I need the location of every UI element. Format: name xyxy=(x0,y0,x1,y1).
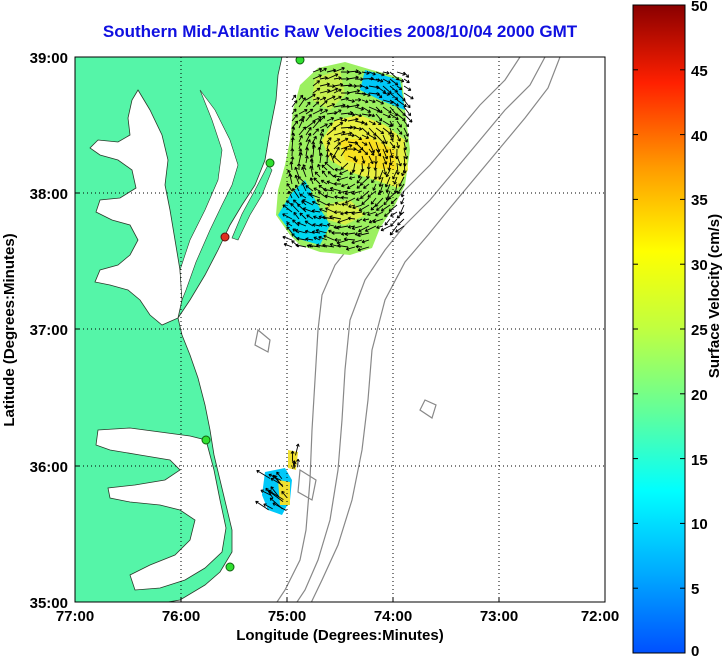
colorbar xyxy=(632,4,686,654)
radar-station-marker xyxy=(201,435,211,445)
radar-station-marker xyxy=(295,57,305,65)
x-tick-label: 76:00 xyxy=(162,608,200,625)
pamlico-sound xyxy=(95,427,227,591)
y-tick-label: 38:00 xyxy=(30,186,68,203)
colorbar-tick-label: 10 xyxy=(691,516,708,533)
land-mass xyxy=(75,57,283,602)
colorbar-tick-label: 50 xyxy=(691,0,708,15)
radar-station-marker xyxy=(225,562,235,572)
map-title: Southern Mid-Atlantic Raw Velocities 200… xyxy=(102,22,578,41)
colorbar-tick-label: 45 xyxy=(691,63,708,80)
x-tick-label: 75:00 xyxy=(268,608,306,625)
colorbar-tick-label: 20 xyxy=(691,387,708,404)
radar-station-marker xyxy=(220,232,230,242)
colorbar-tick-label: 5 xyxy=(691,581,699,598)
x-tick-label: 77:00 xyxy=(56,608,94,625)
colorbar-tick-label: 25 xyxy=(691,322,708,339)
velocity-vectors xyxy=(255,66,414,511)
x-tick-label: 74:00 xyxy=(374,608,412,625)
y-tick-label: 35:00 xyxy=(30,595,68,612)
colorbar-tick-label: 40 xyxy=(691,128,708,145)
x-axis-label: Longitude (Degrees:Minutes) xyxy=(236,627,444,644)
colorbar-tick-label: 35 xyxy=(691,192,708,209)
colorbar-tick-label: 0 xyxy=(691,643,699,659)
colorbar-tick-label: 15 xyxy=(691,452,708,469)
radar-station-marker xyxy=(265,158,275,168)
grid-lines xyxy=(75,57,605,602)
y-tick-label: 36:00 xyxy=(30,459,68,476)
x-tick-label: 72:00 xyxy=(581,608,619,625)
y-axis-label: Latitude (Degrees:Minutes) xyxy=(1,233,18,426)
barrier-island xyxy=(231,164,273,241)
y-tick-label: 37:00 xyxy=(30,322,68,339)
colorbar-tick-label: 30 xyxy=(691,257,708,274)
x-tick-label: 73:00 xyxy=(480,608,518,625)
colorbar-label: Surface Velocity (cm/s) xyxy=(706,214,723,378)
chesapeake-bay xyxy=(89,89,183,326)
bathymetry-contours xyxy=(254,57,561,602)
eastern-shore-sound xyxy=(179,89,239,301)
y-tick-label: 39:00 xyxy=(30,50,68,67)
